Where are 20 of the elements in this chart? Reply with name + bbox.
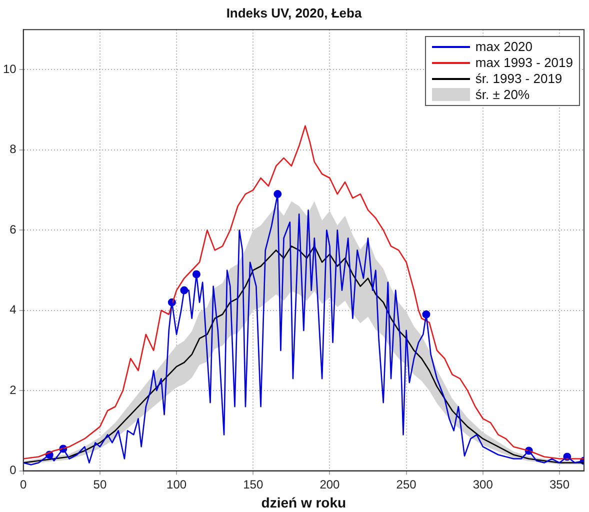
x-tick-label: 100 [166, 477, 187, 492]
x-tick-label: 150 [243, 477, 264, 492]
y-tick-label: 10 [2, 62, 17, 76]
x-axis-title: dzień w roku [261, 494, 346, 510]
x-tick-label: 50 [93, 477, 107, 492]
annotation: śr. ± 20% [475, 87, 530, 102]
x-tick-label: 350 [549, 477, 570, 492]
x-tick-label: 0 [20, 477, 28, 492]
y-tick-label: 6 [10, 222, 17, 236]
legend-label: max 2020 [475, 39, 533, 54]
y-tick-label: 4 [10, 302, 17, 317]
legend-label: śr. 1993 - 2019 [475, 71, 562, 86]
legend-label: max 1993 - 2019 [475, 55, 573, 70]
chart-title: Indeks UV, 2020, Łeba [226, 5, 362, 20]
y-tick-label: 0 [10, 463, 17, 478]
x-tick-label: 250 [396, 477, 417, 492]
y-tick-label: 2 [10, 382, 17, 397]
y-tick-label: 8 [10, 142, 17, 156]
x-tick-label: 200 [320, 477, 340, 492]
x-tick-label: 300 [472, 477, 494, 492]
